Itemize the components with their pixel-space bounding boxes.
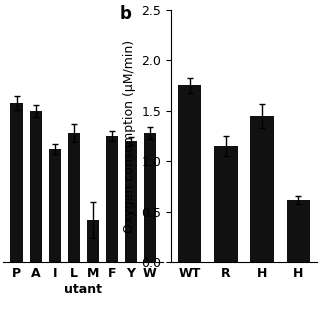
Bar — [144, 133, 156, 262]
Y-axis label: Oxygen consumption (μM/min): Oxygen consumption (μM/min) — [123, 39, 136, 233]
Bar — [125, 141, 137, 262]
Bar — [29, 111, 42, 262]
Bar — [11, 103, 23, 262]
Bar — [287, 200, 310, 262]
Bar — [68, 133, 80, 262]
Bar — [87, 220, 99, 262]
Bar — [250, 116, 274, 262]
Bar — [49, 149, 61, 262]
Text: b: b — [120, 4, 132, 22]
Bar — [214, 146, 238, 262]
X-axis label: utant: utant — [64, 283, 102, 296]
Bar — [106, 136, 118, 262]
Bar — [178, 85, 201, 262]
